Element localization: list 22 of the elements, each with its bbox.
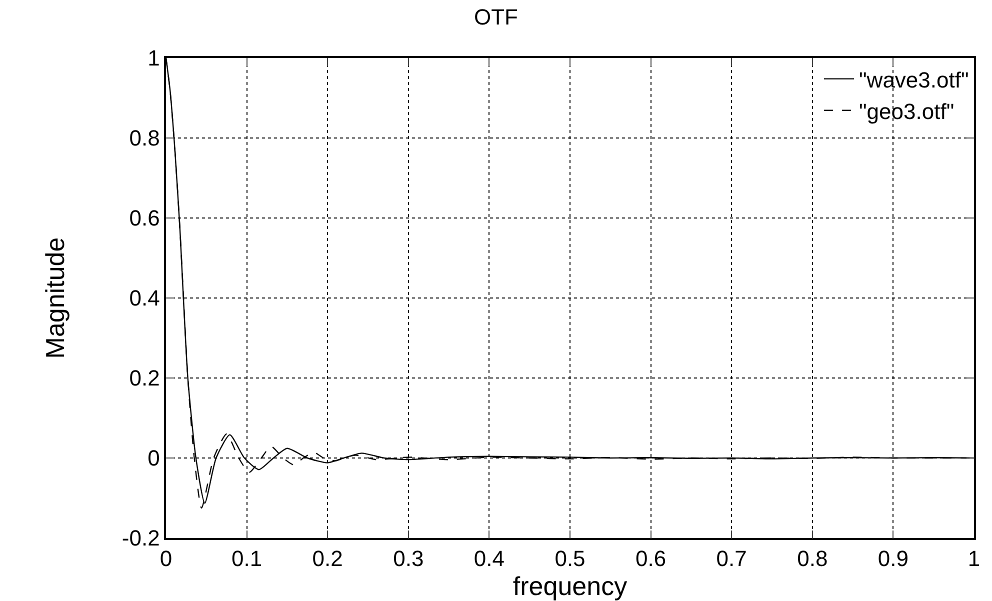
y-tick-label: 0.4: [129, 286, 160, 311]
x-tick-label: 0.8: [797, 546, 828, 572]
x-tick-label: 0.9: [878, 546, 908, 572]
x-tick-label: 0.4: [474, 546, 504, 572]
x-tick-label: 0.6: [636, 546, 666, 572]
chart-title: OTF: [474, 4, 518, 30]
y-tick-label: 0.6: [129, 206, 160, 231]
x-tick-label: 0.3: [393, 546, 424, 572]
x-tick-label: 0.2: [312, 546, 343, 572]
x-tick-label: 1: [968, 546, 980, 572]
y-tick-label: -0.2: [122, 526, 160, 551]
y-tick-label: 0.8: [129, 126, 160, 151]
legend-label: "wave3.otf": [859, 67, 969, 92]
legend-label: "geo3.otf": [859, 98, 954, 124]
y-axis-title: Magnitude: [40, 237, 70, 359]
x-tick-label: 0.1: [232, 546, 262, 572]
x-tick-label: 0.7: [716, 546, 747, 572]
y-tick-label: 0.2: [129, 366, 160, 391]
x-axis-title: frequency: [512, 571, 628, 601]
y-tick-label: 1: [148, 46, 160, 71]
y-tick-label: 0: [148, 446, 160, 471]
x-tick-label: 0.5: [554, 546, 586, 572]
